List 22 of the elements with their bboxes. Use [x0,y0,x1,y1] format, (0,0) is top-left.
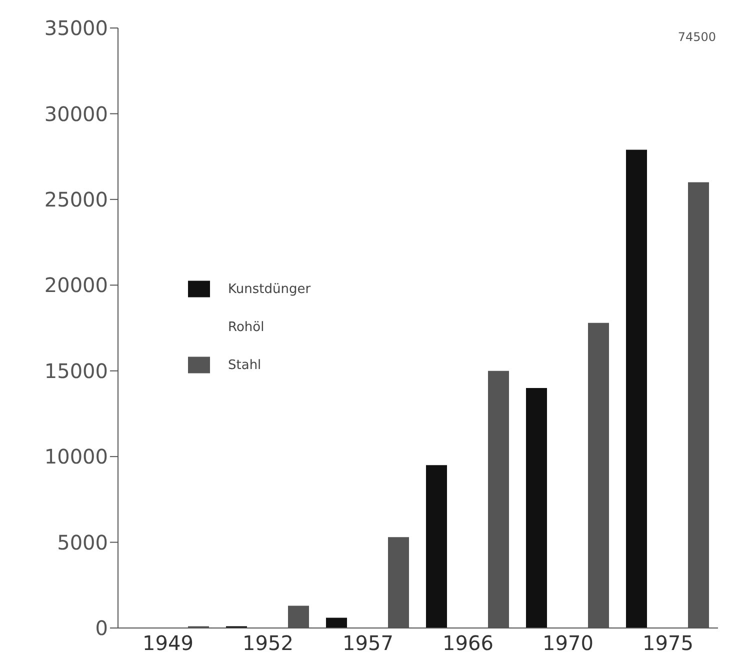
y-tick-label: 30000 [44,102,108,126]
y-tick-label: 25000 [44,188,108,212]
x-tick-label: 1966 [442,631,494,656]
x-tick-label: 1970 [542,631,594,656]
y-tick-label: 20000 [44,273,108,298]
bar [626,150,647,628]
y-tick-label: 0 [95,616,108,640]
x-tick-label: 1975 [642,631,694,656]
y-tick-label: 15000 [44,358,108,383]
bar [526,388,547,628]
legend-label: Kunstdünger [228,282,311,297]
bar [426,465,447,628]
x-tick-label: 1952 [242,631,294,656]
legend-label: Stahl [228,358,262,373]
annotation: 74500 [678,30,716,44]
x-tick-label: 1957 [342,631,394,656]
y-tick-label: 35000 [44,16,108,40]
y-tick-label: 5000 [57,530,108,554]
y-tick-label: 10000 [44,444,108,469]
text: Rohöl [228,320,264,335]
bar [326,618,347,628]
x-tick-label: 1949 [142,631,194,656]
